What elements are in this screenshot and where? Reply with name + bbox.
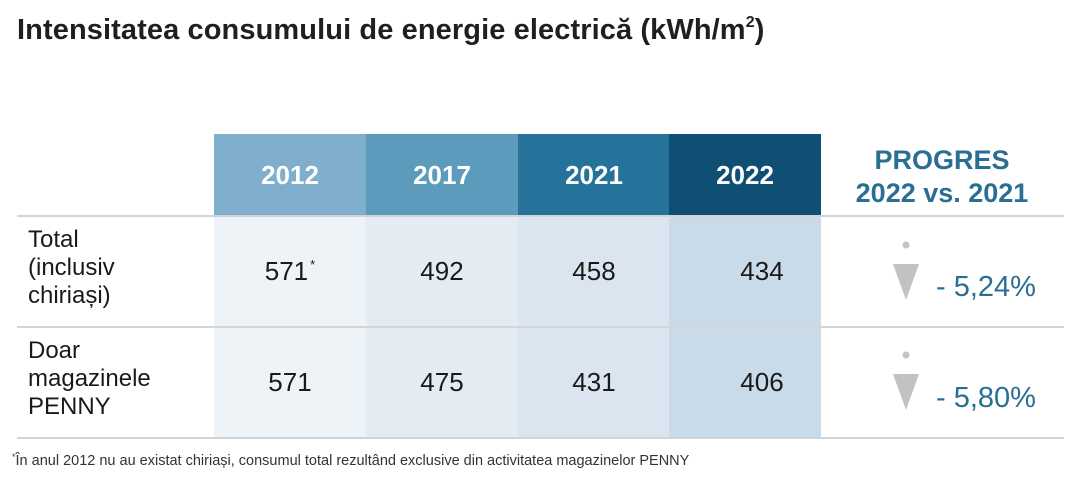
progress-header-line1: PROGRES <box>874 145 1010 175</box>
row-label-penny: Doar magazinele PENNY <box>28 337 151 420</box>
down-arrow-icon <box>893 241 919 300</box>
progress-total: - 5,24% <box>936 271 1036 303</box>
footnote: *În anul 2012 nu au existat chiriași, co… <box>12 452 690 469</box>
cell-total-2012: 571 * <box>264 256 316 286</box>
cell-penny-2022: 406 <box>740 367 784 397</box>
column-header-2012: 2012 <box>214 134 366 216</box>
cell-penny-2021: 431 <box>572 367 616 397</box>
cell-total-2017: 492 <box>420 256 464 286</box>
cell-penny-2012: 571 <box>268 367 312 397</box>
row-divider <box>17 326 1064 328</box>
bottom-rule <box>17 437 1064 439</box>
cell-total-2021: 458 <box>572 256 616 286</box>
row-label-total: Total (inclusiv chiriași) <box>28 226 115 309</box>
cell-total-2022: 434 <box>740 256 784 286</box>
progress-penny: - 5,80% <box>936 382 1036 414</box>
down-arrow-icon <box>893 351 919 410</box>
progress-header-line2: 2022 vs. 2021 <box>855 178 1029 208</box>
column-header-2022: 2022 <box>669 134 821 216</box>
chart-title: Intensitatea consumului de energie elect… <box>17 14 765 46</box>
header-rule <box>17 215 1064 217</box>
column-header-2017: 2017 <box>366 134 518 216</box>
cell-penny-2017: 475 <box>420 367 464 397</box>
progress-header: PROGRES 2022 vs. 2021 <box>822 144 1062 210</box>
column-header-2021: 2021 <box>518 134 670 216</box>
